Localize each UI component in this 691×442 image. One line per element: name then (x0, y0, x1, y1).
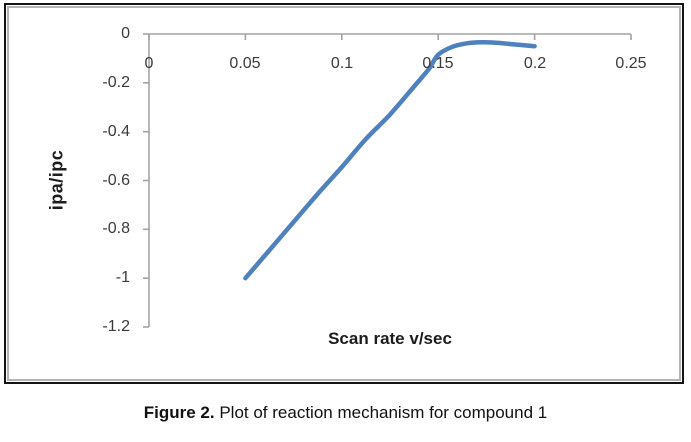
x-tick-label: 0.15 (422, 55, 454, 72)
y-tick-label: -0.2 (102, 74, 130, 91)
x-tick-label: 0.05 (229, 55, 261, 72)
y-tick-label: 0 (121, 25, 130, 42)
x-tick-label: 0.25 (615, 55, 647, 72)
y-tick-label: -0.8 (102, 220, 130, 237)
y-tick-label: -1.2 (102, 318, 130, 335)
x-tick-label: 0.2 (523, 55, 547, 72)
figure-caption: Figure 2. Plot of reaction mechanism for… (0, 403, 691, 423)
caption-figure-number: Figure 2. (143, 403, 215, 422)
x-tick-label: 0.1 (330, 55, 354, 72)
x-axis-title: Scan rate v/sec (328, 329, 452, 348)
caption-text: Plot of reaction mechanism for compound … (214, 403, 548, 422)
y-tick-label: -0.6 (102, 172, 130, 189)
y-axis-title: ipa/ipc (46, 149, 67, 211)
x-tick-label: 0 (144, 55, 154, 72)
y-tick-label: -0.4 (102, 123, 130, 140)
y-tick-label: -1 (115, 269, 130, 286)
